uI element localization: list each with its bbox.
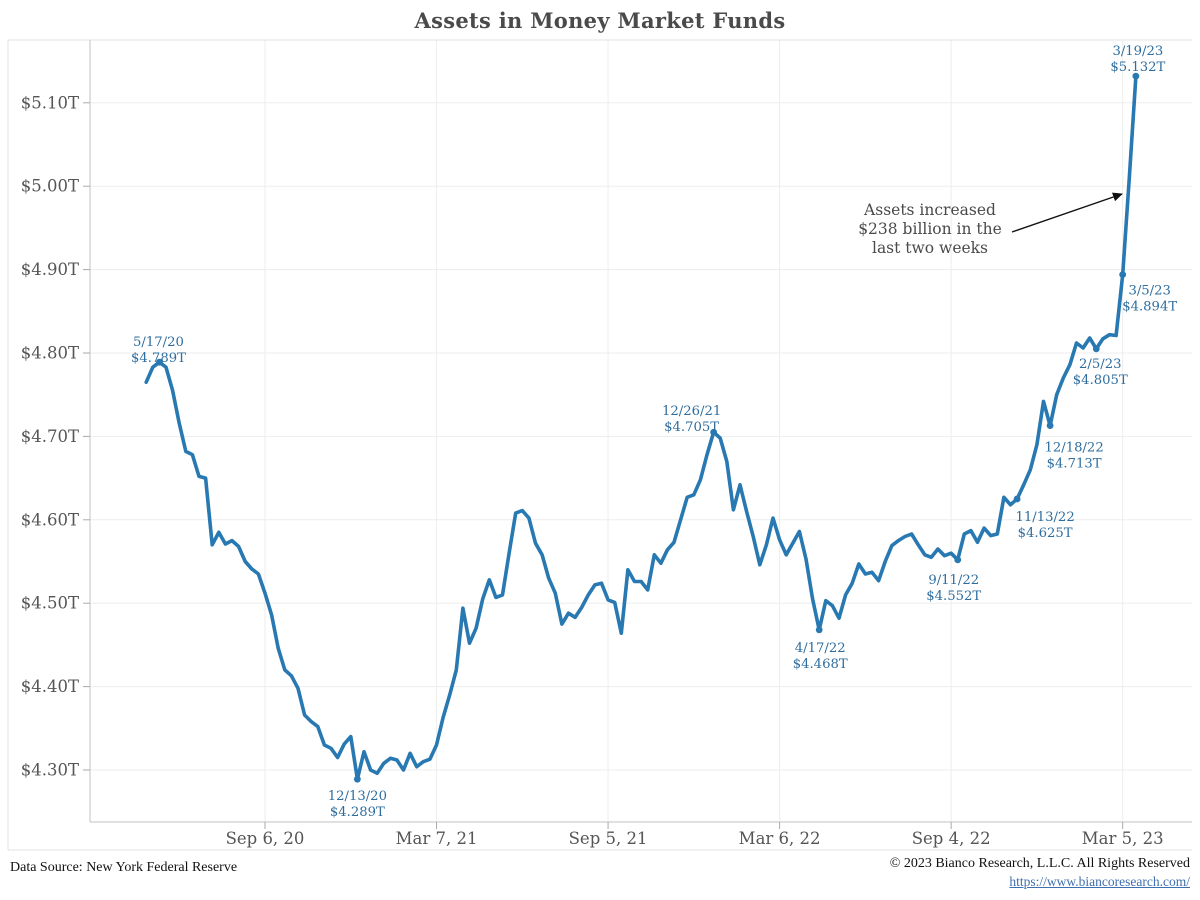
- callout-value: $4.552T: [926, 589, 981, 604]
- callout-date: 2/5/23: [1079, 357, 1121, 372]
- y-tick-label: $5.10T: [21, 93, 79, 112]
- callout-date: 3/5/23: [1128, 284, 1170, 299]
- callout-marker: [1013, 495, 1021, 503]
- callout-date: 4/17/22: [795, 641, 846, 656]
- callout-value: $4.625T: [1018, 526, 1073, 541]
- callout-value: $4.468T: [793, 657, 848, 672]
- y-tick-label: $4.50T: [21, 594, 79, 613]
- x-tick-label: Sep 6, 20: [226, 829, 305, 848]
- x-tick-label: Sep 5, 21: [569, 829, 648, 848]
- x-tick-label: Mar 6, 22: [739, 829, 821, 848]
- callout-date: 3/19/23: [1112, 44, 1163, 59]
- callout-marker: [710, 428, 718, 436]
- data-source-label: Data Source: New York Federal Reserve: [10, 860, 238, 875]
- y-tick-label: $5.00T: [21, 177, 79, 196]
- y-tick-label: $4.60T: [21, 510, 79, 529]
- callout-value: $5.132T: [1110, 60, 1165, 75]
- y-tick-label: $4.80T: [21, 344, 79, 363]
- note-line-2: $238 billion in the: [858, 220, 1002, 238]
- callout-marker: [1132, 72, 1140, 80]
- annotation-arrow: [1011, 192, 1123, 233]
- y-tick-label: $4.90T: [21, 260, 79, 279]
- callout-value: $4.789T: [131, 351, 186, 366]
- callout-value: $4.713T: [1047, 457, 1102, 472]
- callout-date: 12/18/22: [1044, 441, 1103, 456]
- gridlines: [90, 40, 1192, 822]
- chart-title: Assets in Money Market Funds: [414, 8, 786, 33]
- callout-marker: [1046, 422, 1054, 429]
- callout-date: 12/13/20: [328, 789, 387, 804]
- callout-marker: [353, 775, 361, 783]
- callout-marker: [1119, 271, 1127, 279]
- note-line-3: last two weeks: [871, 239, 989, 257]
- callout-value: $4.805T: [1073, 373, 1128, 388]
- y-axis-labels: $4.30T $4.40T $4.50T $4.60T $4.70T $4.80T $4.9…: [21, 93, 79, 779]
- bianco-research-link[interactable]: https://www.biancoresearch.com/: [1009, 874, 1190, 889]
- axis-ticks: [83, 102, 1124, 829]
- y-tick-label: $4.30T: [21, 761, 79, 780]
- x-tick-label: Mar 7, 21: [396, 829, 478, 848]
- data-series: [144, 74, 1138, 781]
- callout-date: 9/11/22: [928, 573, 979, 588]
- callout-marker: [156, 358, 163, 366]
- callout-date: 5/17/20: [133, 335, 184, 350]
- callout-marker: [815, 626, 823, 634]
- callout-marker: [954, 556, 962, 564]
- callout-marker: [1092, 345, 1100, 353]
- note-line-1: Assets increased: [864, 201, 996, 219]
- y-tick-label: $4.40T: [21, 677, 79, 696]
- x-tick-label: Sep 4, 22: [912, 829, 991, 848]
- x-axis-labels: Sep 6, 20 Mar 7, 21 Sep 5, 21 Mar 6, 22 Sep …: [226, 829, 1164, 848]
- copyright-block: © 2023 Bianco Research, L.L.C. All Right…: [890, 855, 1190, 892]
- callout-value: $4.894T: [1122, 300, 1177, 315]
- copyright-text: © 2023 Bianco Research, L.L.C. All Right…: [889, 856, 1190, 871]
- assets-line: [144, 74, 1138, 781]
- callout-date: 12/26/21: [662, 404, 721, 419]
- annotation-note: Assets increased $238 billion in the las…: [830, 201, 1030, 258]
- callout-value: $4.705T: [664, 420, 719, 435]
- callout-labels: 5/17/20$4.789T12/13/20$4.289T12/26/21$4.…: [131, 44, 1177, 820]
- chart-frame: [7, 39, 1192, 851]
- arrow-line: [1011, 192, 1123, 233]
- callout-date: 11/13/22: [1015, 510, 1074, 525]
- x-tick-label: Mar 5, 23: [1082, 829, 1164, 848]
- callout-value: $4.289T: [330, 805, 385, 820]
- y-tick-label: $4.70T: [21, 427, 79, 446]
